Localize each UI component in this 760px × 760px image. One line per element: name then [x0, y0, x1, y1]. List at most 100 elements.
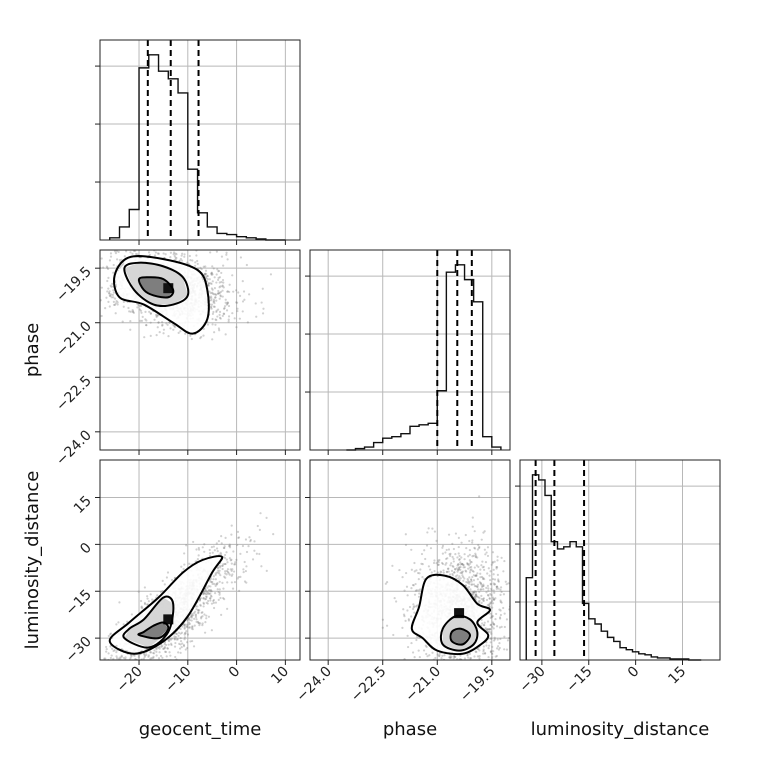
- sample-point: [199, 603, 202, 606]
- sample-point: [96, 657, 98, 659]
- sample-point: [210, 305, 213, 308]
- sample-point: [418, 655, 421, 659]
- sample-point: [183, 626, 186, 629]
- sample-point: [129, 661, 131, 663]
- sample-point: [459, 568, 462, 571]
- sample-point: [469, 673, 471, 675]
- sample-point: [115, 300, 118, 303]
- sample-point: [115, 664, 117, 666]
- sample-point: [174, 256, 177, 259]
- sample-point: [470, 580, 473, 583]
- sample-point: [179, 627, 182, 631]
- sample-point: [490, 615, 493, 618]
- sample-point: [498, 608, 501, 611]
- sample-point: [386, 581, 389, 584]
- sample-point: [236, 530, 240, 533]
- sample-point: [181, 252, 184, 255]
- sample-point: [148, 253, 151, 257]
- sample-point: [90, 287, 92, 289]
- sample-point: [495, 585, 498, 589]
- sample-point: [435, 539, 438, 543]
- sample-point: [218, 281, 221, 284]
- sample-point: [473, 566, 476, 569]
- sample-point: [491, 560, 494, 564]
- sample-point: [218, 569, 221, 572]
- sample-point: [187, 618, 190, 621]
- sample-point: [230, 558, 233, 561]
- sample-point: [449, 664, 451, 666]
- sample-point: [207, 599, 210, 603]
- sample-point: [221, 564, 224, 567]
- sample-point: [449, 686, 451, 688]
- sample-point: [129, 656, 132, 660]
- sample-point: [213, 331, 216, 334]
- sample-point: [465, 580, 468, 584]
- sample-point: [157, 321, 160, 324]
- x-tick-label: −21.0: [402, 664, 444, 706]
- sample-point: [184, 632, 187, 635]
- sample-point: [209, 580, 212, 583]
- sample-point: [474, 590, 478, 594]
- sample-point: [474, 556, 478, 559]
- sample-point: [496, 645, 500, 648]
- sample-point: [225, 303, 228, 306]
- sample-point: [416, 671, 418, 673]
- sample-point: [230, 574, 233, 577]
- sample-point: [218, 292, 221, 295]
- sample-point: [205, 277, 208, 280]
- sample-point: [225, 251, 228, 254]
- sample-point: [161, 656, 164, 659]
- sample-point: [96, 288, 98, 290]
- sample-point: [177, 331, 180, 334]
- sample-point: [183, 253, 186, 256]
- sample-point: [87, 715, 89, 717]
- sample-point: [516, 622, 518, 624]
- sample-point: [457, 568, 460, 571]
- sample-point: [219, 564, 222, 568]
- sample-point: [434, 656, 437, 660]
- sample-point: [113, 297, 117, 300]
- sample-point: [472, 591, 476, 594]
- sample-point: [471, 583, 474, 586]
- sample-point: [429, 568, 432, 571]
- sample-point: [145, 323, 148, 327]
- sample-point: [491, 551, 495, 554]
- sample-point: [488, 597, 491, 600]
- sample-point: [191, 625, 194, 628]
- sample-point: [470, 578, 473, 582]
- sample-point: [98, 676, 100, 678]
- sample-point: [462, 667, 464, 669]
- sample-point: [437, 563, 440, 566]
- sample-point: [238, 317, 241, 320]
- sample-point: [226, 568, 230, 571]
- sample-point: [511, 583, 513, 585]
- sample-point: [120, 655, 123, 658]
- sample-point: [243, 298, 246, 301]
- sample-point: [245, 565, 248, 568]
- sample-point: [496, 709, 498, 711]
- sample-point: [442, 569, 445, 572]
- sample-point: [108, 290, 111, 293]
- sample-point: [239, 575, 242, 578]
- sample-point: [215, 542, 218, 545]
- sample-point: [479, 582, 482, 585]
- sample-point: [155, 245, 157, 247]
- sample-point: [212, 305, 215, 308]
- sample-point: [85, 687, 87, 689]
- sample-point: [103, 680, 105, 682]
- sample-point: [177, 651, 180, 654]
- sample-point: [204, 276, 207, 279]
- sample-point: [484, 652, 487, 655]
- sample-point: [195, 548, 198, 551]
- sample-point: [193, 624, 196, 627]
- sample-point: [414, 582, 417, 586]
- sample-point: [514, 618, 516, 620]
- sample-point: [224, 556, 227, 560]
- sample-point: [118, 601, 121, 604]
- sample-point: [226, 561, 229, 564]
- contour-line: [113, 255, 210, 335]
- sample-point: [179, 637, 182, 640]
- sample-point: [154, 663, 156, 665]
- sample-point: [227, 320, 230, 323]
- contour-line: [108, 555, 224, 655]
